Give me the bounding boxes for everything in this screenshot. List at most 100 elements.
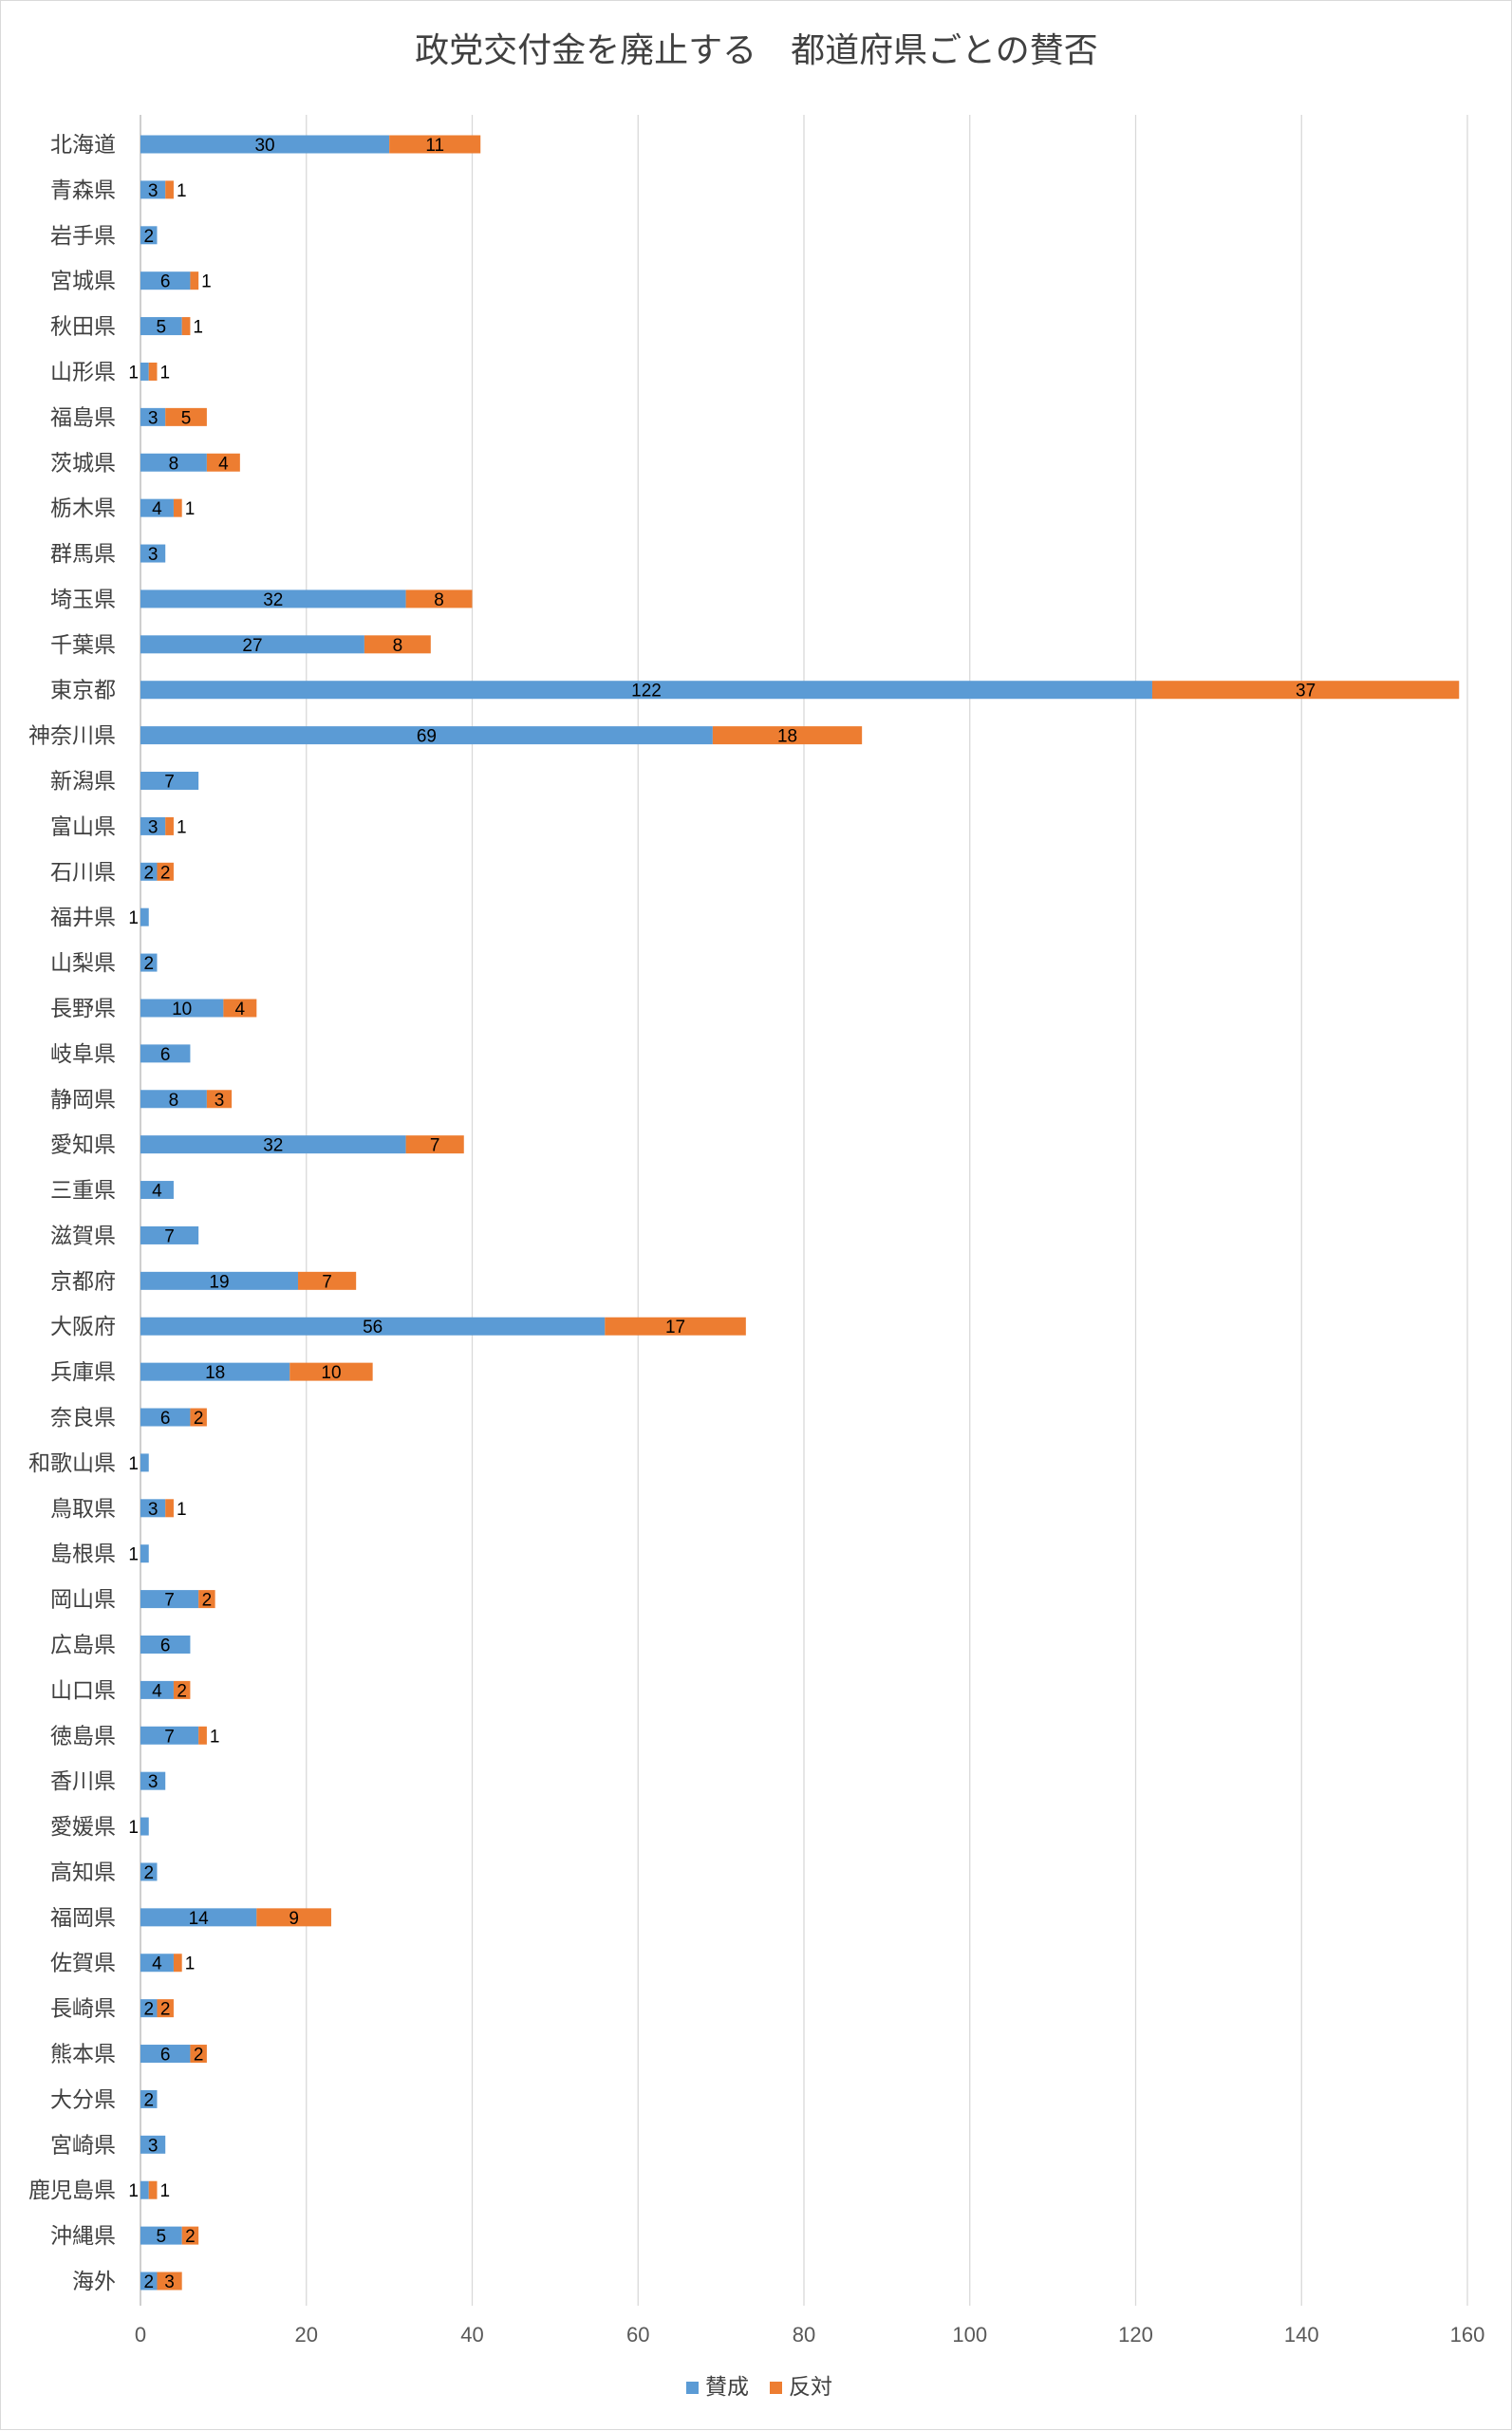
data-label-sansei: 10: [172, 1000, 192, 1019]
data-label-hantai: 7: [430, 1136, 440, 1156]
category-label: 京都府: [50, 1269, 116, 1294]
data-label-sansei: 7: [164, 1591, 175, 1611]
x-tick-label: 0: [135, 2323, 146, 2347]
category-label: 山梨県: [50, 951, 116, 976]
category-label: 秋田県: [50, 315, 116, 340]
data-label-sansei: 2: [143, 954, 154, 974]
bar-segment-sansei: [140, 953, 158, 972]
bar-segment-hantai: [148, 362, 158, 381]
bar-segment-hantai: [165, 1499, 174, 1518]
bar-segment-hantai: [165, 407, 207, 426]
bar-segment-sansei: [140, 1590, 199, 1609]
category-axis: 北海道青森県岩手県宮城県秋田県山形県福島県茨城県栃木県群馬県埼玉県千葉県東京都神…: [28, 133, 116, 2294]
bar-segment-sansei: [140, 2135, 166, 2154]
data-label-hantai: 8: [434, 590, 444, 610]
bar-segment-sansei: [140, 362, 149, 381]
category-label: 佐賀県: [50, 1952, 116, 1976]
data-label-sansei: 2: [143, 2090, 154, 2110]
category-label: 長崎県: [50, 1997, 116, 2022]
data-label-hantai: 1: [177, 1500, 187, 1520]
data-label-sansei: 2: [143, 2272, 154, 2292]
bar-segment-hantai: [165, 816, 174, 835]
bar-segment-hantai: [605, 1317, 746, 1336]
bar-segment-hantai: [190, 2045, 207, 2064]
data-label-sansei: 6: [160, 272, 171, 292]
data-label-sansei: 32: [263, 590, 283, 610]
data-label-hantai: 2: [194, 1409, 204, 1429]
bar-segment-sansei: [140, 2272, 158, 2291]
data-label-sansei: 14: [189, 1909, 210, 1929]
bar-segment-sansei: [140, 816, 166, 835]
data-label-sansei: 2: [143, 227, 154, 247]
bar-segment-sansei: [140, 999, 224, 1018]
bar-segment-sansei: [140, 1271, 299, 1290]
category-label: 千葉県: [50, 633, 116, 658]
bar-segment-sansei: [140, 1499, 166, 1518]
x-tick-label: 80: [793, 2323, 815, 2347]
legend-swatch-hantai: [770, 2382, 782, 2394]
bar-segment-hantai: [157, 2272, 182, 2291]
bar-segment-sansei: [140, 862, 158, 881]
bar-segment-sansei: [140, 2226, 182, 2245]
bar-segment-hantai: [173, 1680, 191, 1699]
data-label-sansei: 5: [157, 2227, 167, 2247]
category-label: 沖縄県: [50, 2224, 116, 2249]
category-label: 群馬県: [50, 542, 116, 567]
data-label-sansei: 3: [148, 545, 159, 565]
category-label: 長野県: [50, 997, 116, 1021]
bar-segment-hantai: [712, 726, 863, 745]
data-label-hantai: 1: [177, 181, 187, 201]
bar-segment-sansei: [140, 1999, 158, 2018]
bar-segment-sansei: [140, 635, 364, 654]
bar-segment-hantai: [157, 1999, 174, 2018]
bar-segment-hantai: [198, 1590, 215, 1609]
data-label-hantai: 17: [665, 1318, 685, 1337]
category-label: 岡山県: [50, 1588, 116, 1613]
data-label-sansei: 1: [128, 363, 139, 383]
bar-segment-sansei: [140, 453, 207, 472]
bar-segment-sansei: [140, 1181, 174, 1200]
bar-segment-sansei: [140, 1680, 174, 1699]
data-label-sansei: 8: [169, 454, 179, 474]
data-label-hantai: 9: [289, 1909, 299, 1929]
category-label: 新潟県: [50, 770, 116, 795]
category-label: 徳島県: [50, 1724, 116, 1748]
data-label-sansei: 8: [169, 1091, 179, 1111]
data-label-hantai: 10: [321, 1363, 341, 1383]
bar-segment-sansei: [140, 1135, 406, 1154]
x-tick-label: 60: [626, 2323, 649, 2347]
category-label: 高知県: [50, 1861, 116, 1885]
data-label-sansei: 6: [160, 1045, 171, 1065]
gridlines: [140, 115, 1468, 2306]
data-label-sansei: 3: [148, 1500, 159, 1520]
data-label-hantai: 1: [159, 363, 170, 383]
bar-segment-hantai: [173, 1954, 182, 1973]
bar-segment-hantai: [173, 498, 182, 517]
bar-segment-hantai: [405, 1135, 464, 1154]
x-tick-label: 100: [952, 2323, 987, 2347]
data-label-hantai: 4: [218, 454, 229, 474]
data-label-sansei: 69: [417, 727, 437, 747]
data-label-hantai: 3: [215, 1091, 225, 1111]
data-label-sansei: 6: [160, 1636, 171, 1655]
data-label-sansei: 56: [363, 1318, 383, 1337]
bar-segment-sansei: [140, 772, 199, 791]
category-label: 栃木県: [50, 496, 116, 521]
category-label: 鳥取県: [50, 1497, 116, 1522]
bars: [140, 135, 1460, 2291]
category-label: 神奈川県: [28, 724, 116, 749]
category-label: 滋賀県: [50, 1224, 116, 1248]
category-label: 宮城県: [50, 270, 116, 294]
category-label: 静岡県: [50, 1088, 116, 1113]
category-label: 三重県: [50, 1179, 116, 1204]
data-label-sansei: 2: [143, 1863, 154, 1883]
bar-segment-hantai: [298, 1271, 357, 1290]
data-label-hantai: 1: [210, 1727, 220, 1747]
data-label-sansei: 3: [148, 1772, 159, 1792]
bar-segment-sansei: [140, 726, 713, 745]
data-label-sansei: 7: [164, 773, 175, 793]
data-label-hantai: 1: [185, 499, 196, 519]
category-label: 宮崎県: [50, 2133, 116, 2158]
category-label: 兵庫県: [50, 1360, 116, 1385]
